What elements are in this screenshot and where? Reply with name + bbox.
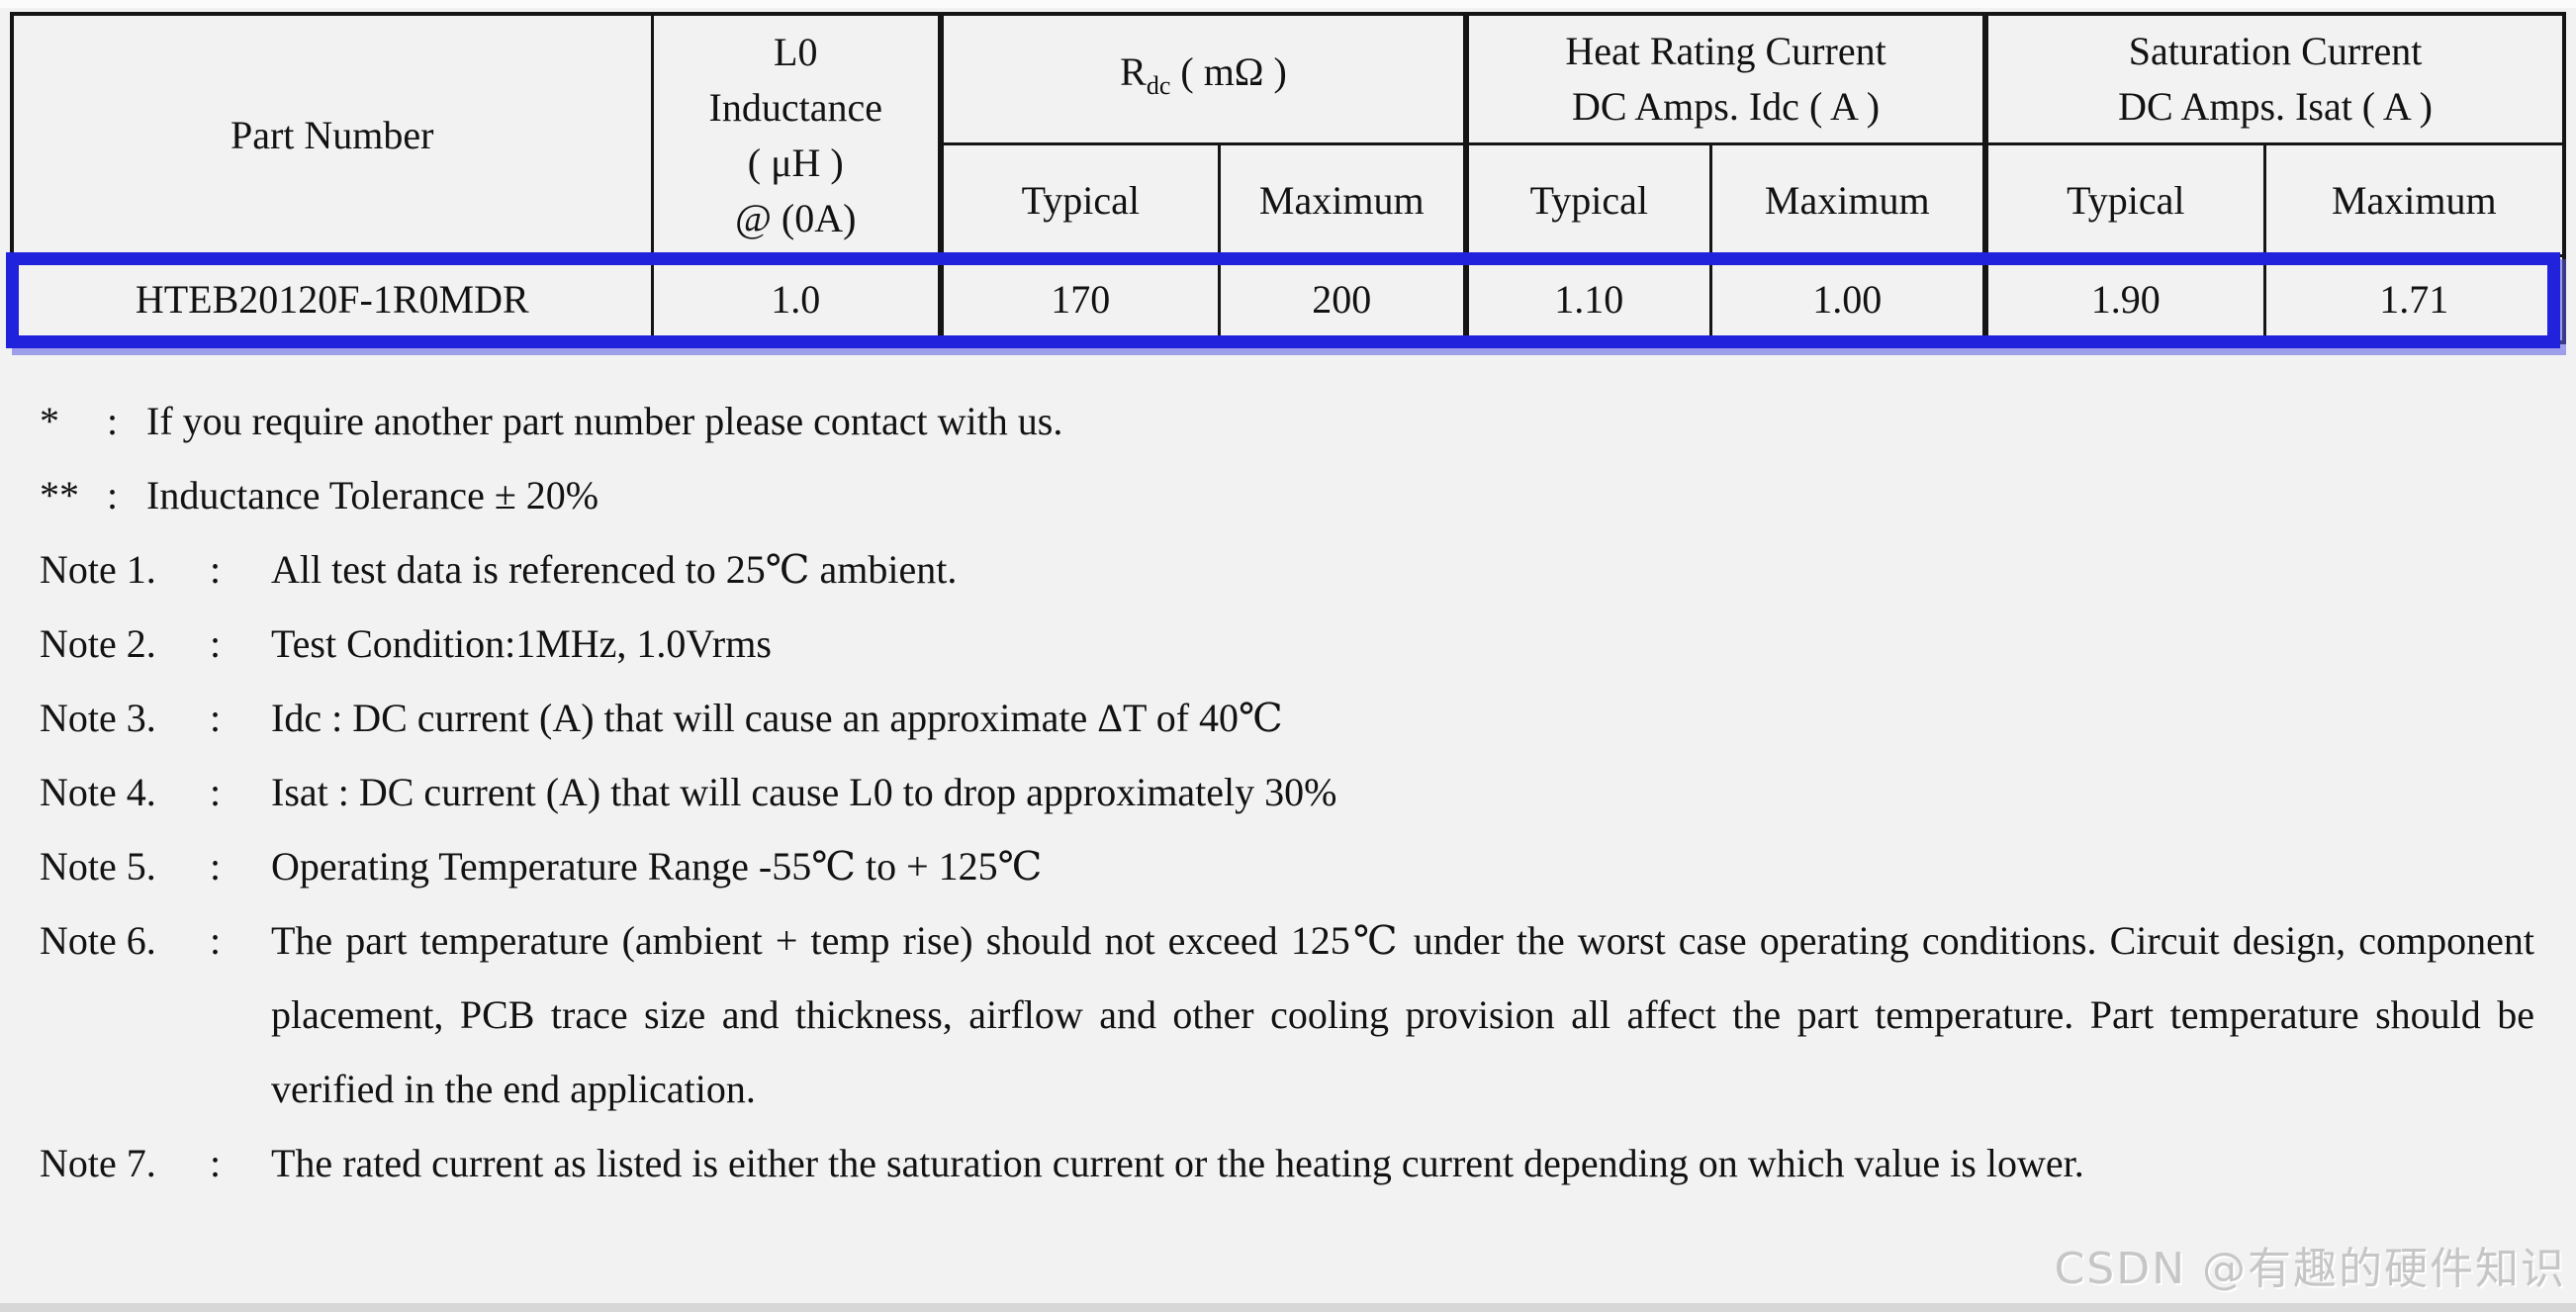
- sat-typical-header: Typical: [1982, 142, 2266, 257]
- note-colon: :: [210, 1141, 222, 1185]
- note-colon: :: [210, 547, 222, 592]
- note-text: The part temperature (ambient + temp ris…: [271, 918, 2534, 1111]
- note-label: Note 1.: [40, 547, 156, 592]
- note-line: Note 1.: All test data is referenced to 2…: [40, 532, 2534, 607]
- note-colon: :: [107, 473, 119, 517]
- note-label: Note 7.: [40, 1141, 156, 1185]
- note-label: **: [40, 473, 79, 517]
- heat-typical-header: Typical: [1463, 142, 1712, 257]
- note-line: Note 6.: The part temperature (ambient + …: [40, 903, 2534, 1126]
- note-text: If you require another part number pleas…: [146, 399, 1063, 443]
- rdc-symbol: R: [1120, 49, 1147, 94]
- heat-rating-group-header: Heat Rating Current DC Amps. Idc ( A ): [1462, 12, 1987, 145]
- note-colon: :: [210, 770, 222, 814]
- note-line: *: If you require another part number ple…: [40, 384, 2534, 458]
- note-text: The rated current as listed is either th…: [271, 1141, 2084, 1185]
- note-text: Test Condition:1MHz, 1.0Vrms: [271, 621, 772, 666]
- table-row: HTEB20120F-1R0MDR 1.0 170 200 1.10 1.00 …: [10, 254, 2566, 344]
- note-line: **: Inductance Tolerance ± 20%: [40, 458, 2534, 532]
- note-label: Note 2.: [40, 621, 156, 666]
- l0-inductance-header: L0 Inductance ( μH ) @ (0A): [650, 12, 943, 257]
- csdn-watermark: CSDN @有趣的硬件知识: [2054, 1244, 2566, 1294]
- notes-section: *: If you require another part number ple…: [40, 384, 2534, 1200]
- note-colon: :: [210, 918, 222, 963]
- part-number-value: HTEB20120F-1R0MDR: [10, 254, 654, 344]
- note-text: Operating Temperature Range -55℃ to + 12…: [271, 844, 1043, 889]
- rdc-subscript: dc: [1146, 71, 1171, 100]
- spec-table: Part Number L0 Inductance ( μH ) @ (0A) …: [10, 12, 2567, 344]
- note-line: Note 5.: Operating Temperature Range -55℃…: [40, 829, 2534, 903]
- note-colon: :: [107, 399, 119, 443]
- note-text: All test data is referenced to 25℃ ambie…: [271, 547, 958, 592]
- page-bottom-margin: [0, 1303, 2576, 1312]
- note-line: Note 7.: The rated current as listed is e…: [40, 1126, 2534, 1200]
- note-label: Note 6.: [40, 918, 156, 963]
- sat-maximum-value: 1.71: [2262, 254, 2566, 344]
- heat-maximum-value: 1.00: [1708, 254, 1987, 344]
- note-colon: :: [210, 621, 222, 666]
- note-colon: :: [210, 696, 222, 740]
- note-text: Isat : DC current (A) that will cause L0…: [271, 770, 1337, 814]
- rdc-maximum-header: Maximum: [1217, 142, 1468, 257]
- rdc-typical-value: 170: [938, 254, 1221, 344]
- page-top-margin: [0, 0, 2576, 8]
- saturation-group-header: Saturation Current DC Amps. Isat ( A ): [1982, 12, 2566, 145]
- note-label: *: [40, 399, 59, 443]
- note-line: Note 4.: Isat : DC current (A) that will …: [40, 755, 2534, 829]
- note-label: Note 4.: [40, 770, 156, 814]
- sat-maximum-header: Maximum: [2262, 142, 2566, 257]
- part-number-header: Part Number: [10, 12, 654, 257]
- l0-inductance-value: 1.0: [650, 254, 943, 344]
- note-text: Idc : DC current (A) that will cause an …: [271, 696, 1283, 740]
- rdc-unit: ( mΩ ): [1170, 49, 1287, 94]
- heat-maximum-header: Maximum: [1708, 142, 1987, 257]
- rdc-maximum-value: 200: [1217, 254, 1468, 344]
- note-line: Note 2.: Test Condition:1MHz, 1.0Vrms: [40, 607, 2534, 681]
- note-text: Inductance Tolerance ± 20%: [146, 473, 599, 517]
- note-line: Note 3.: Idc : DC current (A) that will c…: [40, 681, 2534, 755]
- note-label: Note 5.: [40, 844, 156, 889]
- heat-typical-value: 1.10: [1463, 254, 1712, 344]
- rdc-typical-header: Typical: [938, 142, 1221, 257]
- note-label: Note 3.: [40, 696, 156, 740]
- sat-typical-value: 1.90: [1982, 254, 2266, 344]
- note-colon: :: [210, 844, 222, 889]
- rdc-group-header: Rdc ( mΩ ): [938, 12, 1468, 145]
